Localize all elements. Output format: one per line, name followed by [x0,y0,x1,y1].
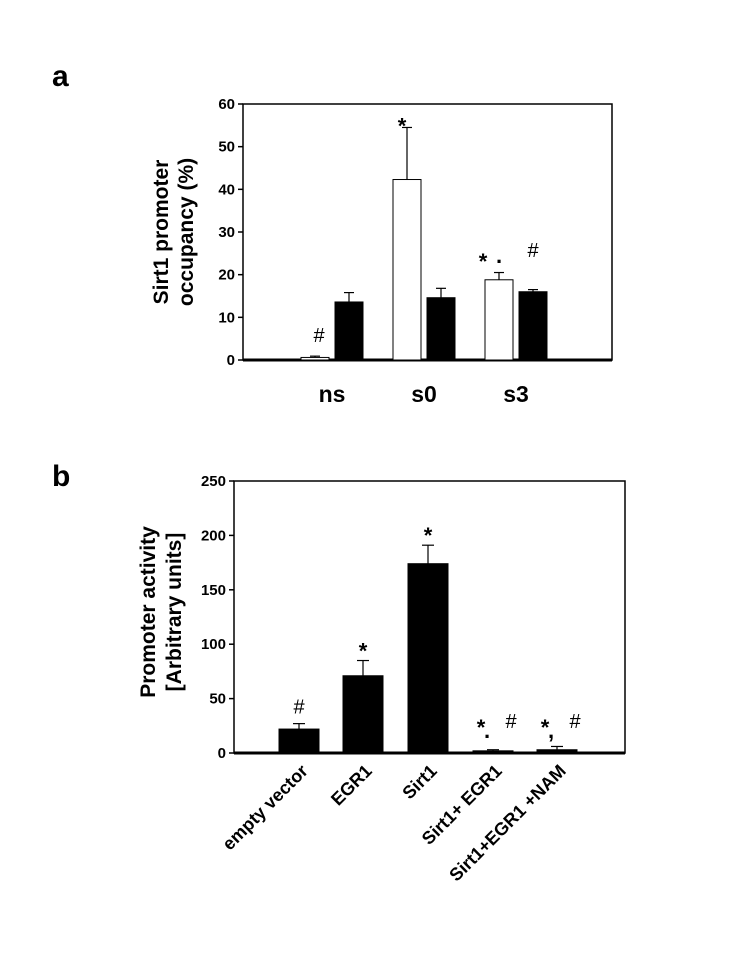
panel-b-y-tick-label: 250 [201,473,226,490]
panel-b-bar [342,675,384,754]
panel-b-category-label: EGR1 [327,761,376,810]
panel-a-significance-marker: * [398,113,407,138]
panel-b-significance-marker: , [548,718,554,743]
panel-b-significance-marker: # [505,711,517,733]
panel-b-y-axis-label-line: [Arbitrary units] [163,533,186,692]
panel-b-category-label: Sirt1 [398,761,440,803]
panel-a-y-tick-label: 0 [227,352,235,369]
panel-a-bar [300,356,330,361]
panel-b-significance-marker: * [477,715,486,740]
panel-b-significance-marker: # [569,711,581,733]
panel-a-bar [518,291,548,361]
panel-a-bar [392,179,422,361]
panel-b: b 0 50 100 150 200 250 Promoter activity [Arbitr… [52,460,626,885]
panel-b-significance-marker: # [293,697,305,719]
panel-a-category-label: s0 [411,381,437,407]
panel-b-label: b [52,460,70,493]
panel-a-y-tick-label: 20 [218,267,235,284]
panel-b-significance-marker: * [424,523,433,548]
panel-a-bar [484,279,514,361]
panel-a-y-axis-label: Sirt1 promoteroccupancy (%) [150,158,198,306]
panel-a-significance-marker: # [313,325,325,347]
panel-b-y-tick-label: 150 [201,582,226,599]
panel-a-y-tick-label: 50 [218,139,235,156]
panel-a-label: a [52,60,69,93]
panel-b-bar [472,750,514,754]
panel-a-y-tick-label: 10 [218,309,235,326]
panel-a-y-axis-label-line: occupancy (%) [175,158,198,306]
panel-a-significance-marker: # [527,240,539,262]
panel-b-bar [536,749,578,754]
panel-a-bar [426,297,456,361]
panel-b-significance-marker: . [484,718,490,743]
panel-a-y-tick-label: 30 [218,224,235,241]
panel-a-y-tick-label: 60 [218,96,235,113]
panel-b-y-tick-label: 100 [201,636,226,653]
panel-b-category-label: empty vector [218,761,311,854]
panel-b-category-label: Sirt1+EGR1 +NAM [445,761,569,885]
panel-a-y-axis-label-line: Sirt1 promoter [150,160,173,305]
panel-b-y-tick-label: 0 [218,745,226,762]
panel-a-significance-marker: . [496,243,502,268]
panel-b-y-tick-label: 200 [201,527,226,544]
panel-b-bar [407,563,449,754]
panel-a-category-label: s3 [503,381,529,407]
panel-a-category-label: ns [319,381,346,407]
panel-b-y-tick-label: 50 [209,691,226,708]
panel-b-bar [278,728,320,754]
panel-a: a 0 10 20 30 40 50 60 Sirt1 promoteroccupancy (%… [52,60,613,407]
panel-a-significance-marker: * [479,249,488,274]
panel-a-bar [334,301,364,361]
panel-a-y-tick-label: 40 [218,181,235,198]
panel-b-significance-marker: * [541,715,550,740]
panel-b-y-axis-label-line: Promoter activity [137,526,160,698]
panel-b-y-axis-label: Promoter activity [Arbitrary units] [137,526,186,698]
panel-b-significance-marker: * [359,639,368,664]
